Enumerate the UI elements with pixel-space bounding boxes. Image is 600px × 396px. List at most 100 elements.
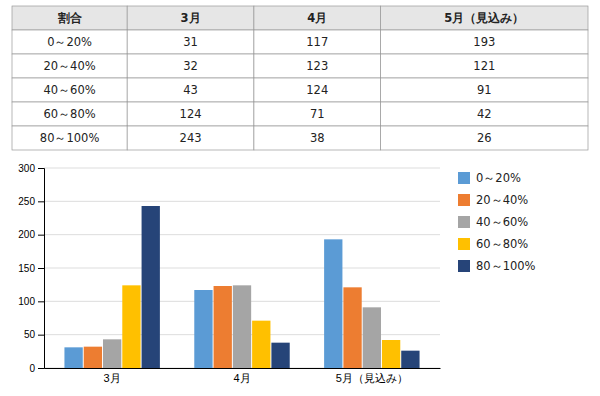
x-tick-label: 5月（見込み） xyxy=(336,372,408,384)
grid xyxy=(44,168,440,368)
x-tick: 4月 xyxy=(233,368,250,384)
bar xyxy=(324,239,342,368)
table-cell-text: 117 xyxy=(306,35,328,49)
y-axis-line xyxy=(38,169,45,369)
y-tick: 250 xyxy=(18,196,44,207)
bar xyxy=(122,285,140,368)
y-tick-label: 100 xyxy=(18,296,35,307)
y-tick: 150 xyxy=(18,263,44,274)
bar xyxy=(252,321,270,368)
legend-swatch xyxy=(458,238,470,250)
legend-label: 40～60% xyxy=(476,215,528,229)
table-cell xyxy=(127,102,254,126)
table-header-text: 5月（見込み） xyxy=(444,11,524,25)
grid-line xyxy=(44,234,440,235)
y-tick-label: 50 xyxy=(24,329,36,340)
legend-swatch xyxy=(458,216,470,228)
y-tick-mark xyxy=(38,368,44,369)
legend-item: 60～80% xyxy=(458,237,528,251)
y-tick-label: 300 xyxy=(18,163,35,174)
y-tick-mark xyxy=(38,168,44,169)
table-cell xyxy=(381,78,588,102)
table-cell xyxy=(254,54,381,78)
table-cell-text: 26 xyxy=(477,131,492,145)
x-tick-label: 3月 xyxy=(104,372,121,384)
legend-label: 0～20% xyxy=(476,171,521,185)
bar xyxy=(214,286,232,368)
legend-label: 80～100% xyxy=(476,259,536,273)
table-cell-text: 43 xyxy=(183,83,198,97)
table-cell xyxy=(12,102,127,126)
bar xyxy=(271,343,289,368)
bar xyxy=(194,290,212,368)
legend-label: 60～80% xyxy=(476,237,528,251)
table-cell-text: 124 xyxy=(180,107,202,121)
table-cell xyxy=(381,102,588,126)
grid-line xyxy=(44,168,440,169)
legend-swatch xyxy=(458,194,470,206)
table-cell xyxy=(254,102,381,126)
table-cell xyxy=(127,126,254,150)
table-cell xyxy=(127,54,254,78)
y-tick-label: 150 xyxy=(18,263,35,274)
chart-root: 割合3月4月5月（見込み）0～20%3111719320～40%32123121… xyxy=(0,0,600,396)
table-cell-text: 91 xyxy=(477,83,492,97)
y-tick-mark xyxy=(38,201,44,202)
table-cell xyxy=(254,78,381,102)
table-cell-text: 243 xyxy=(180,131,202,145)
table-header-text: 4月 xyxy=(307,11,327,25)
data-table: 割合3月4月5月（見込み）0～20%3111719320～40%32123121… xyxy=(12,6,588,150)
table-cell-text: 0～20% xyxy=(47,35,92,49)
x-axis-line xyxy=(45,368,441,369)
table-cell-text: 38 xyxy=(310,131,325,145)
table-cell xyxy=(127,78,254,102)
bar xyxy=(233,285,251,368)
legend-item: 0～20% xyxy=(458,171,521,185)
table-header-text: 3月 xyxy=(181,11,201,25)
y-axis: 0 50 100 150 200 250 300 xyxy=(18,163,44,374)
table-cell-text: 123 xyxy=(306,59,328,73)
table-cell xyxy=(12,78,127,102)
y-tick-label: 200 xyxy=(18,229,35,240)
bar xyxy=(64,347,82,368)
table-cell xyxy=(381,54,588,78)
table-cell-text: 121 xyxy=(473,59,495,73)
legend-swatch xyxy=(458,172,470,184)
table-cell-text: 71 xyxy=(310,107,325,121)
bars xyxy=(64,206,419,368)
legend-item: 20～40% xyxy=(458,193,528,207)
y-tick-mark xyxy=(38,268,44,269)
table-cell xyxy=(381,30,588,54)
x-tick-label: 4月 xyxy=(233,372,250,384)
table-cell xyxy=(127,30,254,54)
legend-label: 20～40% xyxy=(476,193,528,207)
table-cell xyxy=(254,126,381,150)
bar xyxy=(382,340,400,368)
table-header-text: 割合 xyxy=(57,11,82,25)
table-cell xyxy=(12,126,127,150)
bar xyxy=(401,351,419,368)
table-cell-text: 124 xyxy=(306,83,328,97)
table-header-cell xyxy=(127,6,254,30)
y-tick: 50 xyxy=(24,329,44,340)
table-cell-text: 60～80% xyxy=(43,107,95,121)
x-axis: 3月 4月 5月（見込み） xyxy=(45,368,441,384)
y-tick: 300 xyxy=(18,163,44,174)
table-header-cell xyxy=(254,6,381,30)
grid-line xyxy=(44,201,440,202)
table-cell-text: 31 xyxy=(183,35,198,49)
bar xyxy=(343,287,361,368)
y-tick-label: 0 xyxy=(29,363,35,374)
table-cell xyxy=(381,126,588,150)
table-header-cell xyxy=(12,6,127,30)
table-cell-text: 42 xyxy=(477,107,492,121)
y-tick: 100 xyxy=(18,296,44,307)
y-tick: 0 xyxy=(29,363,44,374)
table-cell-text: 193 xyxy=(473,35,495,49)
legend-item: 80～100% xyxy=(458,259,536,273)
legend-swatch xyxy=(458,260,470,272)
x-tick: 3月 xyxy=(104,368,121,384)
legend: 0～20% 20～40% 40～60% 60～80% 80～100% xyxy=(458,171,536,273)
y-tick: 200 xyxy=(18,229,44,240)
table-cell xyxy=(12,54,127,78)
